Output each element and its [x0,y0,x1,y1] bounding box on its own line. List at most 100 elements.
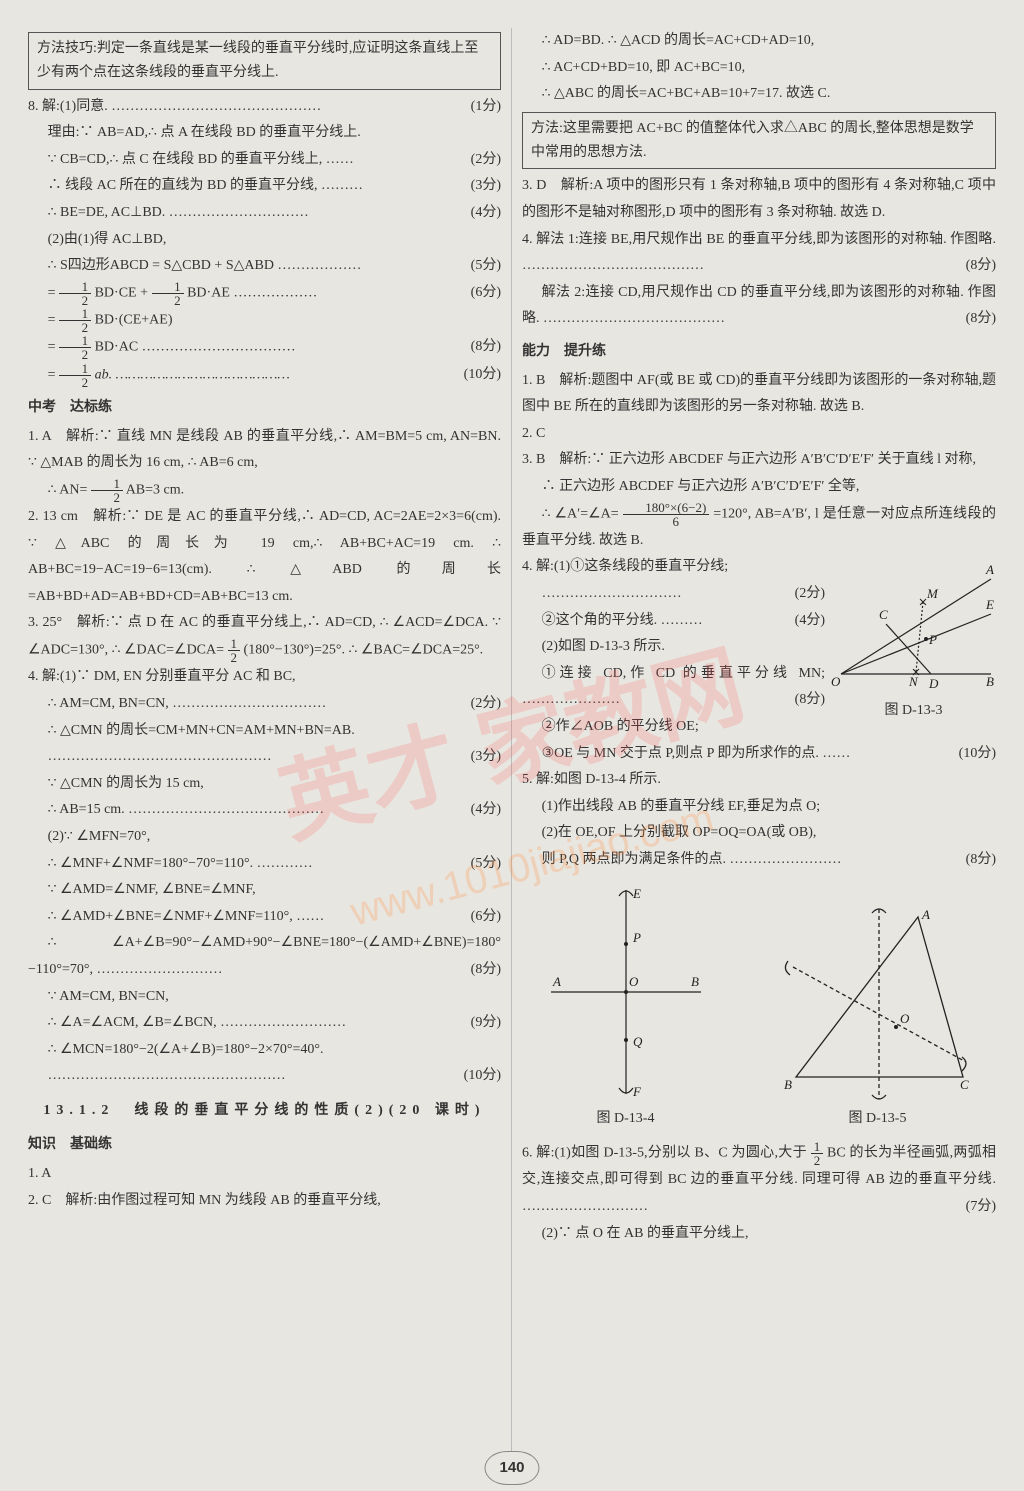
n4s10: (10分) [939,741,996,768]
svg-text:B: B [784,1077,792,1092]
svg-text:O: O [831,674,841,689]
q8-head: 8. 解:(1)同意. ……………………………………… (1分) [28,94,501,121]
q8-eq4: = 12 ab. …………………………………… (10分) [28,362,501,389]
zk4l9t: ∴ ∠A+∠B=90°−∠AMD+90°−∠BNE=180°−(∠AMD+∠BN… [28,935,501,977]
zk1-eq-a: ∴ AN= [48,483,88,498]
method-box-2: 方法:这里需要把 AC+BC 的值整体代入求△ABC 的周长,整体思想是数学中常… [522,112,996,170]
zk4-l2b: …………………………………………(3分) [28,744,501,771]
q8-s5: (5分) [451,253,501,280]
zk4s4: (4分) [451,797,501,824]
figure-d-13-3: A E B O C D M N P 图 D-13-3 [831,554,996,725]
zk4s3: (3分) [451,744,501,771]
fig-13-3-label: 图 D-13-3 [831,698,996,725]
n2: 2. C [522,421,996,448]
q8-l4: ∴ BE=DE, AC⊥BD. …………………………(4分) [28,200,501,227]
n6s7: (7分) [966,1194,996,1221]
eq3a: = [48,340,56,355]
zk1: 1. A 解析:∵ 直线 MN 是线段 AB 的垂直平分线,∴ AM=BM=5 … [28,424,501,477]
q8-l5: (2)由(1)得 AC⊥BD, [28,227,501,254]
r1: ∴ AD=BD. ∴ △ACD 的周长=AC+CD+AD=10, [522,28,996,55]
q8-s1: (1分) [471,94,501,121]
eq2b: BD·(CE+AE) [95,313,173,328]
svg-text:B: B [691,974,699,989]
svg-text:A: A [552,974,561,989]
svg-text:D: D [928,676,939,691]
r4-l1: 4. 解法 1:连接 BE,用尺规作出 BE 的垂直平分线,即为该图形的对称轴.… [522,227,996,280]
zk4s6: (6分) [451,904,501,931]
n5-head: 5. 解:如图 D-13-4 所示. [522,767,996,794]
zk4-head: 4. 解:(1)∵ DM, EN 分别垂直平分 AC 和 BC, [28,664,501,691]
frac-half-1: 12 [59,280,91,307]
zk4-l6: ∴ ∠MNF+∠NMF=180°−70°=110°. ………… (5分) [28,851,501,878]
fig-13-4-svg: E P A O B Q F [541,882,711,1102]
n4s2: (2分) [775,581,825,608]
zk4s10: (10分) [444,1063,501,1090]
q8-l2-t: ∵ CB=CD,∴ 点 C 在线段 BD 的垂直平分线上, …… [48,152,354,167]
r4s2: (8分) [946,306,996,333]
q8-s6: (6分) [451,280,501,307]
n3ca: ∴ ∠A′=∠A= [542,506,619,521]
n4s4: (4分) [775,608,825,635]
q8-s2: (2分) [451,147,501,174]
svg-text:Q: Q [633,1034,643,1049]
zk4l8t: ∴ ∠AMD+∠BNE=∠NMF+∠MNF=110°, …… [48,909,325,924]
svg-text:O: O [900,1011,910,1026]
eq2a: = [48,313,56,328]
zk4s2: (2分) [451,691,501,718]
n6a: 6. 解:(1)如图 D-13-5,分别以 B、C 为圆心,大于 [522,1146,807,1161]
n3a: 3. B 解析:∵ 正六边形 ABCDEF 与正六边形 A′B′C′D′E′F′… [522,447,996,474]
n4s8: (8分) [775,687,825,714]
zk4-l1: ∴ AM=CM, BN=CN, …………………………… (2分) [28,691,501,718]
zk4l1t: ∴ AM=CM, BN=CN, …………………………… [48,696,327,711]
zk4-l2: ∴ △CMN 的周长=CM+MN+CN=AM+MN+BN=AB. [28,718,501,745]
q8-l3-t: ∴ 线段 AC 所在的直线为 BD 的垂直平分线, ……… [48,178,363,193]
zk4l4t: ∴ AB=15 cm. …………………………………… [48,802,325,817]
r4l2t: 解法 2:连接 CD,用尺规作出 CD 的垂直平分线,即为该图形的对称轴. 作图… [522,285,996,327]
zk4l6t: ∴ ∠MNF+∠NMF=180°−70°=110°. ………… [48,856,313,871]
q8-l3: ∴ 线段 AC 所在的直线为 BD 的垂直平分线, ………(3分) [28,173,501,200]
svg-text:A: A [921,907,930,922]
n1: 1. B 解析:题图中 AF(或 BE 或 CD)的垂直平分线即为该图形的一条对… [522,368,996,421]
r3: ∴ △ABC 的周长=AC+BC+AB=10+7=17. 故选 C. [522,81,996,108]
zk4-l12: ∴ ∠MCN=180°−2(∠A+∠B)=180°−2×70°=40°. [28,1037,501,1064]
eq1b: BD·CE + [95,285,148,300]
frac-half-2: 12 [152,280,184,307]
q8-l6: ∴ S四边形ABCD = S△CBD + S△ABD ………………(5分) [28,253,501,280]
page: 英才 家教网 www.1010jiajiao.com 方法技巧:判定一条直线是某… [0,0,1024,1491]
svg-text:B: B [986,674,994,689]
nl-heading: 能力 提升练 [522,339,996,366]
eq3b: BD·AC …………………………… [95,340,296,355]
zk-heading: 中考 达标练 [28,395,501,422]
svg-text:M: M [926,586,939,601]
n3c: ∴ ∠A′=∠A= 180°×(6−2)6 =120°, AB=A′B′, l … [522,501,996,555]
svg-text:P: P [928,632,937,647]
figure-d-13-4: E P A O B Q F 图 D-13-4 [541,882,711,1133]
right-column: ∴ AD=BD. ∴ △ACD 的周长=AC+CD+AD=10, ∴ AC+CD… [512,28,1006,1471]
zk4s5: (5分) [451,851,501,878]
q8-s10: (10分) [444,362,501,389]
zk4l12bt: …………………………………………… [48,1068,286,1083]
zk1-eq-b: AB=3 cm. [126,483,184,498]
n5-l3: 则 P,Q 两点即为满足条件的点. ……………………(8分) [522,847,996,874]
zs-heading: 知识 基础练 [28,1132,501,1159]
eq1a: = [48,285,56,300]
fig-13-5-label: 图 D-13-5 [778,1106,978,1133]
zk4s9: (9分) [451,1010,501,1037]
left-column: 方法技巧:判定一条直线是某一线段的垂直平分线时,应证明这条直线上至少有两个点在这… [18,28,512,1471]
zk4l11t: ∴ ∠A=∠ACM, ∠B=∠BCN, ……………………… [48,1015,347,1030]
fig-13-5-svg: A B C O [778,907,978,1102]
n3b: ∴ 正六边形 ABCDEF 与正六边形 A′B′C′D′E′F′ 全等, [522,474,996,501]
zk4-l4: ∴ AB=15 cm. …………………………………… (4分) [28,797,501,824]
figure-row: E P A O B Q F 图 D-13-4 [522,882,996,1133]
zk2: 2. 13 cm 解析:∵ DE 是 AC 的垂直平分线,∴ AD=CD, AC… [28,504,501,610]
n4l6t: ③OE 与 MN 交于点 P,则点 P 即为所求作的点. …… [542,746,851,761]
q8-l2: ∵ CB=CD,∴ 点 C 在线段 BD 的垂直平分线上, …… (2分) [28,147,501,174]
q8-l1: 理由:∵ AB=AD,∴ 点 A 在线段 BD 的垂直平分线上. [28,120,501,147]
svg-text:E: E [985,597,994,612]
n3fn: 180°×(6−2) [623,501,710,515]
eq1c: BD·AE ……………… [187,285,317,300]
r4l1t: 4. 解法 1:连接 BE,用尺规作出 BE 的垂直平分线,即为该图形的对称轴.… [522,232,996,274]
zk4-l12b: …………………………………………… (10分) [28,1063,501,1090]
eq4b: ab. …………………………………… [95,367,290,382]
n5s8: (8分) [946,847,996,874]
